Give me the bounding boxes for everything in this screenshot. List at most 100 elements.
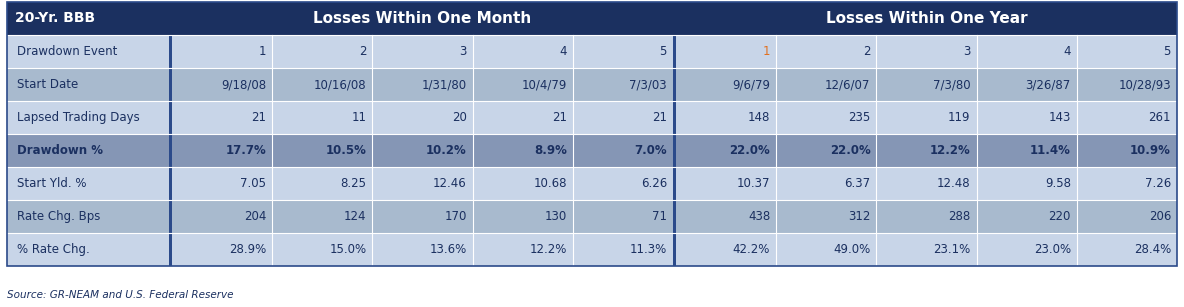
Text: 170: 170	[444, 210, 466, 223]
Text: 2: 2	[863, 45, 870, 58]
Bar	[673, 35, 676, 68]
Text: 119: 119	[948, 111, 971, 124]
Bar	[676, 2, 1177, 35]
Text: 20-Yr. BBB: 20-Yr. BBB	[15, 11, 95, 25]
Bar	[172, 233, 673, 266]
Text: 10/4/79: 10/4/79	[521, 78, 567, 91]
Bar	[169, 101, 172, 134]
Text: 5: 5	[659, 45, 667, 58]
Text: 204: 204	[244, 210, 266, 223]
Text: 6.37: 6.37	[844, 177, 870, 190]
Bar	[172, 134, 673, 167]
Text: 12.48: 12.48	[937, 177, 971, 190]
Text: 7.05: 7.05	[240, 177, 266, 190]
Text: 3: 3	[459, 45, 466, 58]
Text: 21: 21	[552, 111, 567, 124]
Text: 5: 5	[1164, 45, 1171, 58]
Text: 28.4%: 28.4%	[1134, 243, 1171, 256]
Text: 130: 130	[545, 210, 567, 223]
Text: 11.3%: 11.3%	[630, 243, 667, 256]
Text: 148: 148	[748, 111, 771, 124]
Bar	[7, 35, 169, 68]
Text: 4: 4	[1063, 45, 1070, 58]
Text: Start Date: Start Date	[17, 78, 78, 91]
Text: 10.9%: 10.9%	[1130, 144, 1171, 157]
Text: 20: 20	[452, 111, 466, 124]
Text: 12.46: 12.46	[433, 177, 466, 190]
Bar	[172, 35, 673, 68]
Text: 21: 21	[652, 111, 667, 124]
Text: 10.2%: 10.2%	[426, 144, 466, 157]
Text: 288: 288	[948, 210, 971, 223]
Bar	[676, 68, 1177, 101]
Bar	[673, 2, 676, 35]
Bar	[169, 167, 172, 200]
Bar	[169, 2, 172, 35]
Bar	[673, 101, 676, 134]
Text: 1: 1	[258, 45, 266, 58]
Text: 12.2%: 12.2%	[529, 243, 567, 256]
Text: Drawdown Event: Drawdown Event	[17, 45, 117, 58]
Text: 1/31/80: 1/31/80	[422, 78, 466, 91]
Text: 11.4%: 11.4%	[1030, 144, 1070, 157]
Text: 12.2%: 12.2%	[929, 144, 971, 157]
Text: 312: 312	[848, 210, 870, 223]
Bar	[676, 167, 1177, 200]
Text: 261: 261	[1148, 111, 1171, 124]
Bar	[172, 2, 673, 35]
Bar	[673, 134, 676, 167]
Text: Start Yld. %: Start Yld. %	[17, 177, 86, 190]
Bar	[7, 2, 169, 35]
Text: 235: 235	[848, 111, 870, 124]
Bar	[172, 167, 673, 200]
Text: 4: 4	[559, 45, 567, 58]
Text: 2: 2	[359, 45, 366, 58]
Bar	[7, 134, 169, 167]
Bar	[676, 35, 1177, 68]
Text: 13.6%: 13.6%	[430, 243, 466, 256]
Text: 7/3/80: 7/3/80	[933, 78, 971, 91]
Text: 7.26: 7.26	[1145, 177, 1171, 190]
Text: 124: 124	[343, 210, 366, 223]
Bar	[673, 68, 676, 101]
Text: 206: 206	[1148, 210, 1171, 223]
Text: Losses Within One Month: Losses Within One Month	[314, 11, 532, 26]
Bar	[169, 68, 172, 101]
Text: 10/16/08: 10/16/08	[314, 78, 366, 91]
Bar	[7, 200, 169, 233]
Text: 23.1%: 23.1%	[933, 243, 971, 256]
Text: Source: GR-NEAM and U.S. Federal Reserve: Source: GR-NEAM and U.S. Federal Reserve	[7, 290, 233, 300]
Bar	[7, 68, 169, 101]
Text: 11: 11	[352, 111, 366, 124]
Text: Rate Chg. Bps: Rate Chg. Bps	[17, 210, 101, 223]
Text: 220: 220	[1048, 210, 1070, 223]
Text: 9/6/79: 9/6/79	[732, 78, 771, 91]
Bar	[169, 134, 172, 167]
Text: 28.9%: 28.9%	[229, 243, 266, 256]
Bar	[7, 167, 169, 200]
Text: 6.26: 6.26	[641, 177, 667, 190]
Text: 9.58: 9.58	[1044, 177, 1070, 190]
Bar	[172, 68, 673, 101]
Bar	[172, 101, 673, 134]
Bar	[7, 101, 169, 134]
Text: 21: 21	[251, 111, 266, 124]
Bar	[673, 200, 676, 233]
Text: 3: 3	[964, 45, 971, 58]
Text: 23.0%: 23.0%	[1034, 243, 1070, 256]
Text: 42.2%: 42.2%	[733, 243, 771, 256]
Text: 1: 1	[762, 45, 771, 58]
Bar	[172, 200, 673, 233]
Text: 9/18/08: 9/18/08	[221, 78, 266, 91]
Text: 49.0%: 49.0%	[834, 243, 870, 256]
Text: 7/3/03: 7/3/03	[630, 78, 667, 91]
Text: 17.7%: 17.7%	[225, 144, 266, 157]
Text: Drawdown %: Drawdown %	[17, 144, 103, 157]
Text: 438: 438	[748, 210, 771, 223]
Text: 22.0%: 22.0%	[830, 144, 870, 157]
Text: 10/28/93: 10/28/93	[1119, 78, 1171, 91]
Bar	[169, 35, 172, 68]
Bar	[676, 233, 1177, 266]
Bar	[676, 200, 1177, 233]
Text: 7.0%: 7.0%	[635, 144, 667, 157]
